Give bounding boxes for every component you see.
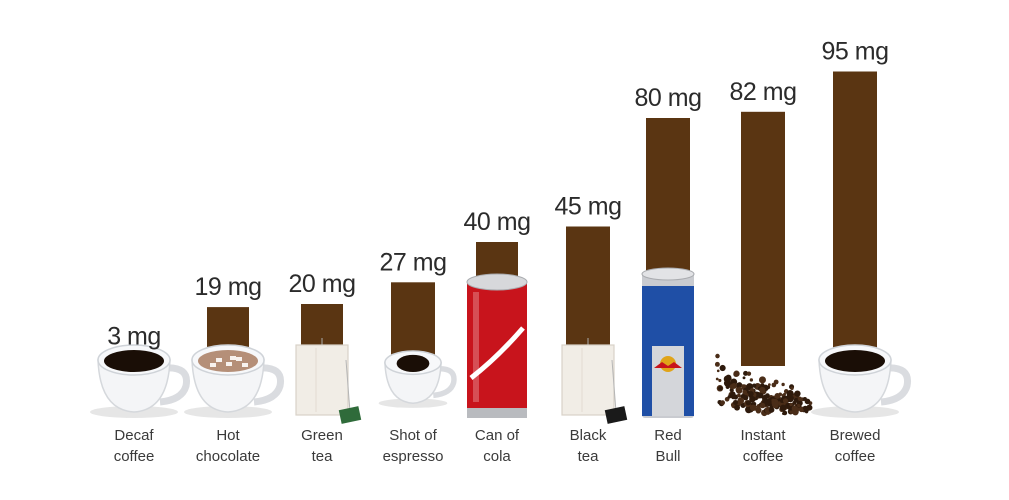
green-tea-bag-icon <box>295 338 362 424</box>
bar <box>833 71 877 366</box>
category-label: tea <box>578 448 600 465</box>
category-label: espresso <box>383 448 444 465</box>
value-labels-layer: 3 mg 19 mg 20 mg 27 mg 40 mg 45 mg 80 mg 82 mg 9… <box>107 38 889 351</box>
category-label: cola <box>483 448 511 465</box>
espresso-cup-icon <box>378 350 457 408</box>
value-label: 80 mg <box>635 84 702 112</box>
category-label: tea <box>312 448 334 465</box>
category-label: Black <box>570 427 607 444</box>
category-label: Green <box>301 427 343 444</box>
value-label: 95 mg <box>822 38 889 66</box>
icons-layer <box>90 267 912 424</box>
category-label: Brewed <box>830 427 881 444</box>
category-label: Decaf <box>114 427 154 444</box>
category-label: Instant <box>740 427 786 444</box>
category-label: chocolate <box>196 448 260 465</box>
instant-coffee-granules-icon <box>714 353 813 417</box>
black-tea-bag-icon <box>561 338 628 424</box>
value-label: 20 mg <box>289 270 356 298</box>
category-label: coffee <box>743 448 784 465</box>
category-label: Red <box>654 427 682 444</box>
bar <box>741 111 785 366</box>
value-label: 45 mg <box>555 193 622 221</box>
value-label: 19 mg <box>195 273 262 301</box>
hot-chocolate-mug-icon <box>184 344 285 418</box>
category-labels-layer: Decaf coffee Hot chocolate Green tea Shot of es… <box>114 427 881 465</box>
coffee-cup-icon <box>90 344 191 418</box>
brewed-coffee-cup-icon <box>811 344 912 418</box>
value-label: 40 mg <box>464 208 531 236</box>
category-label: Bull <box>655 448 680 465</box>
category-label: coffee <box>114 448 155 465</box>
value-label: 82 mg <box>730 78 797 106</box>
value-label: 27 mg <box>380 248 447 276</box>
value-label: 3 mg <box>107 323 161 351</box>
category-label: Shot of <box>389 427 437 444</box>
cola-can-icon <box>466 273 528 418</box>
category-label: Can of <box>475 427 520 444</box>
category-label: coffee <box>835 448 876 465</box>
category-label: Hot <box>216 427 240 444</box>
red-bull-can-icon <box>641 267 695 418</box>
